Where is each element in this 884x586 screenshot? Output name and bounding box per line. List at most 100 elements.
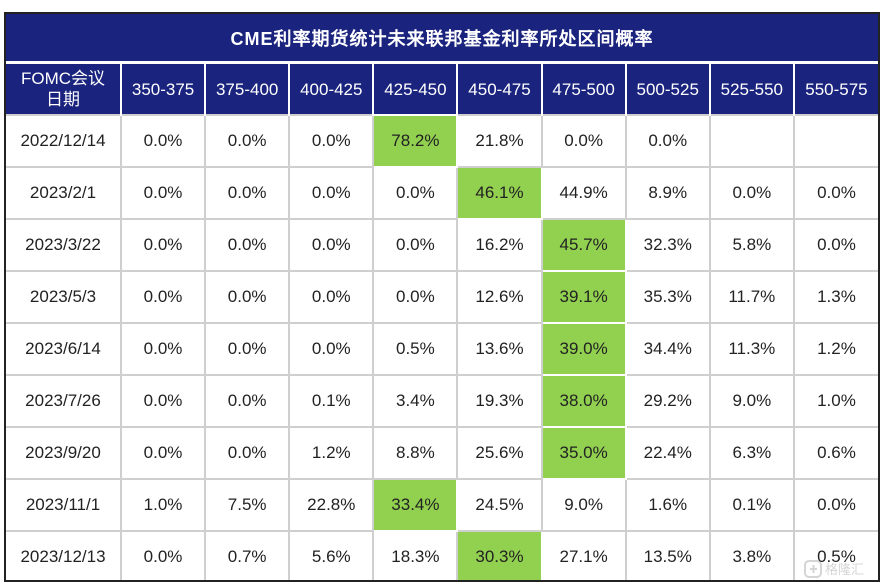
probability-cell: 1.0% [119, 478, 207, 532]
probability-cell: 8.9% [624, 166, 711, 220]
probability-cell-max: 46.1% [456, 166, 543, 220]
probability-cell: 35.3% [624, 270, 711, 324]
header-rate-range: 350-375 [119, 64, 206, 115]
probability-cell [792, 114, 878, 168]
header-meeting-date-line: 日期 [46, 90, 80, 109]
probability-cell: 12.6% [456, 270, 543, 324]
probability-cell: 3.4% [372, 374, 459, 428]
header-row: FOMC会议 日期 350-375 375-400 400-425 425-450 450… [6, 64, 878, 115]
probability-cell: 0.5% [372, 322, 459, 376]
probability-cell: 19.3% [456, 374, 543, 428]
probability-cell: 0.0% [119, 530, 207, 580]
table-row: 2023/6/14 0.0% 0.0% 0.0% 0.5% 13.6% 39.0% 34.4%… [6, 322, 878, 376]
probability-cell-max: 38.0% [540, 374, 627, 428]
probability-cell: 22.8% [288, 478, 375, 532]
probability-cell: 27.1% [540, 530, 627, 580]
probability-cell: 9.0% [540, 478, 627, 532]
meeting-date-cell: 2023/5/3 [6, 270, 122, 324]
header-rate-range: 450-475 [456, 64, 542, 115]
probability-cell-max: 30.3% [456, 530, 543, 580]
probability-cell: 0.0% [204, 374, 291, 428]
probability-cell: 16.2% [456, 218, 543, 272]
probability-cell-max: 78.2% [372, 114, 459, 168]
probability-cell-max: 35.0% [540, 426, 627, 480]
probability-cell: 11.7% [708, 270, 795, 324]
table-row: 2023/2/1 0.0% 0.0% 0.0% 0.0% 46.1% 44.9% 8.9% 0.… [6, 166, 878, 220]
table-row: 2023/11/1 1.0% 7.5% 22.8% 33.4% 24.5% 9.0% 1.6%… [6, 478, 878, 532]
table-row: 2023/7/26 0.0% 0.0% 0.1% 3.4% 19.3% 38.0% 29.2%… [6, 374, 878, 428]
probability-cell: 18.3% [372, 530, 459, 580]
probability-cell: 7.5% [204, 478, 291, 532]
probability-cell: 0.0% [372, 218, 459, 272]
probability-cell: 1.2% [792, 322, 878, 376]
probability-cell: 0.0% [204, 166, 291, 220]
header-rate-range: 475-500 [540, 64, 626, 115]
meeting-date-cell: 2023/6/14 [6, 322, 122, 376]
probability-cell: 0.0% [288, 114, 375, 168]
probability-cell: 3.8% [708, 530, 795, 580]
meeting-date-cell: 2023/3/22 [6, 218, 122, 272]
probability-cell: 44.9% [540, 166, 627, 220]
meeting-date-cell: 2023/11/1 [6, 478, 122, 532]
probability-cell: 22.4% [624, 426, 711, 480]
probability-cell: 0.0% [288, 270, 375, 324]
probability-cell-max: 39.0% [540, 322, 627, 376]
probability-cell: 0.0% [119, 218, 207, 272]
gelonghui-logo-icon [804, 560, 822, 578]
probability-cell: 0.0% [119, 374, 207, 428]
header-rate-range: 400-425 [288, 64, 374, 115]
probability-cell: 0.0% [119, 426, 207, 480]
probability-cell: 0.7% [204, 530, 291, 580]
meeting-date-cell: 2023/12/13 [6, 530, 122, 580]
probability-cell: 1.2% [288, 426, 375, 480]
probability-cell: 32.3% [624, 218, 711, 272]
probability-cell: 1.3% [792, 270, 878, 324]
probability-cell: 0.0% [119, 166, 207, 220]
header-meeting-date: FOMC会议 日期 [6, 64, 121, 115]
probability-cell: 25.6% [456, 426, 543, 480]
probability-cell: 8.8% [372, 426, 459, 480]
header-rate-range: 550-575 [792, 64, 878, 115]
meeting-date-cell: 2022/12/14 [6, 114, 122, 168]
probability-table-container: CME利率期货统计未来联邦基金利率所处区间概率 FOMC会议 日期 350-375… [4, 12, 880, 582]
probability-cell: 0.0% [288, 322, 375, 376]
probability-cell: 0.0% [204, 218, 291, 272]
meeting-date-cell: 2023/2/1 [6, 166, 122, 220]
probability-cell: 0.0% [708, 166, 795, 220]
probability-cell: 13.5% [624, 530, 711, 580]
table-row: 2023/5/3 0.0% 0.0% 0.0% 0.0% 12.6% 39.1% 35.3% 1… [6, 270, 878, 324]
probability-cell: 0.0% [204, 270, 291, 324]
probability-cell: 0.0% [372, 270, 459, 324]
watermark-logo: 格隆汇 [804, 560, 864, 578]
probability-cell: 21.8% [456, 114, 543, 168]
probability-cell: 5.6% [288, 530, 375, 580]
header-rate-range: 525-550 [708, 64, 794, 115]
probability-cell: 0.0% [119, 322, 207, 376]
probability-cell: 0.0% [204, 322, 291, 376]
probability-cell: 0.0% [288, 166, 375, 220]
probability-cell: 9.0% [708, 374, 795, 428]
probability-cell: 0.0% [792, 478, 878, 532]
table-title: CME利率期货统计未来联邦基金利率所处区间概率 [6, 14, 878, 64]
table-row: 2023/3/22 0.0% 0.0% 0.0% 0.0% 16.2% 45.7% 32.3%… [6, 218, 878, 272]
probability-cell: 0.0% [204, 426, 291, 480]
probability-cell: 0.0% [288, 218, 375, 272]
table-row: 2023/12/13 0.0% 0.7% 5.6% 18.3% 30.3% 27.1% 13.… [6, 530, 878, 580]
probability-cell: 0.1% [288, 374, 375, 428]
probability-cell: 0.0% [372, 166, 459, 220]
watermark-text: 格隆汇 [825, 562, 864, 578]
probability-cell: 5.8% [708, 218, 795, 272]
header-rate-range: 425-450 [372, 64, 458, 115]
probability-cell-max: 45.7% [540, 218, 627, 272]
probability-cell: 0.0% [792, 218, 878, 272]
header-rate-range: 500-525 [624, 64, 710, 115]
probability-cell: 1.0% [792, 374, 878, 428]
probability-cell: 0.1% [708, 478, 795, 532]
probability-cell: 6.3% [708, 426, 795, 480]
probability-cell: 29.2% [624, 374, 711, 428]
probability-cell: 0.0% [540, 114, 627, 168]
probability-cell: 13.6% [456, 322, 543, 376]
header-rate-range: 375-400 [204, 64, 290, 115]
probability-cell: 0.6% [792, 426, 878, 480]
probability-cell: 34.4% [624, 322, 711, 376]
